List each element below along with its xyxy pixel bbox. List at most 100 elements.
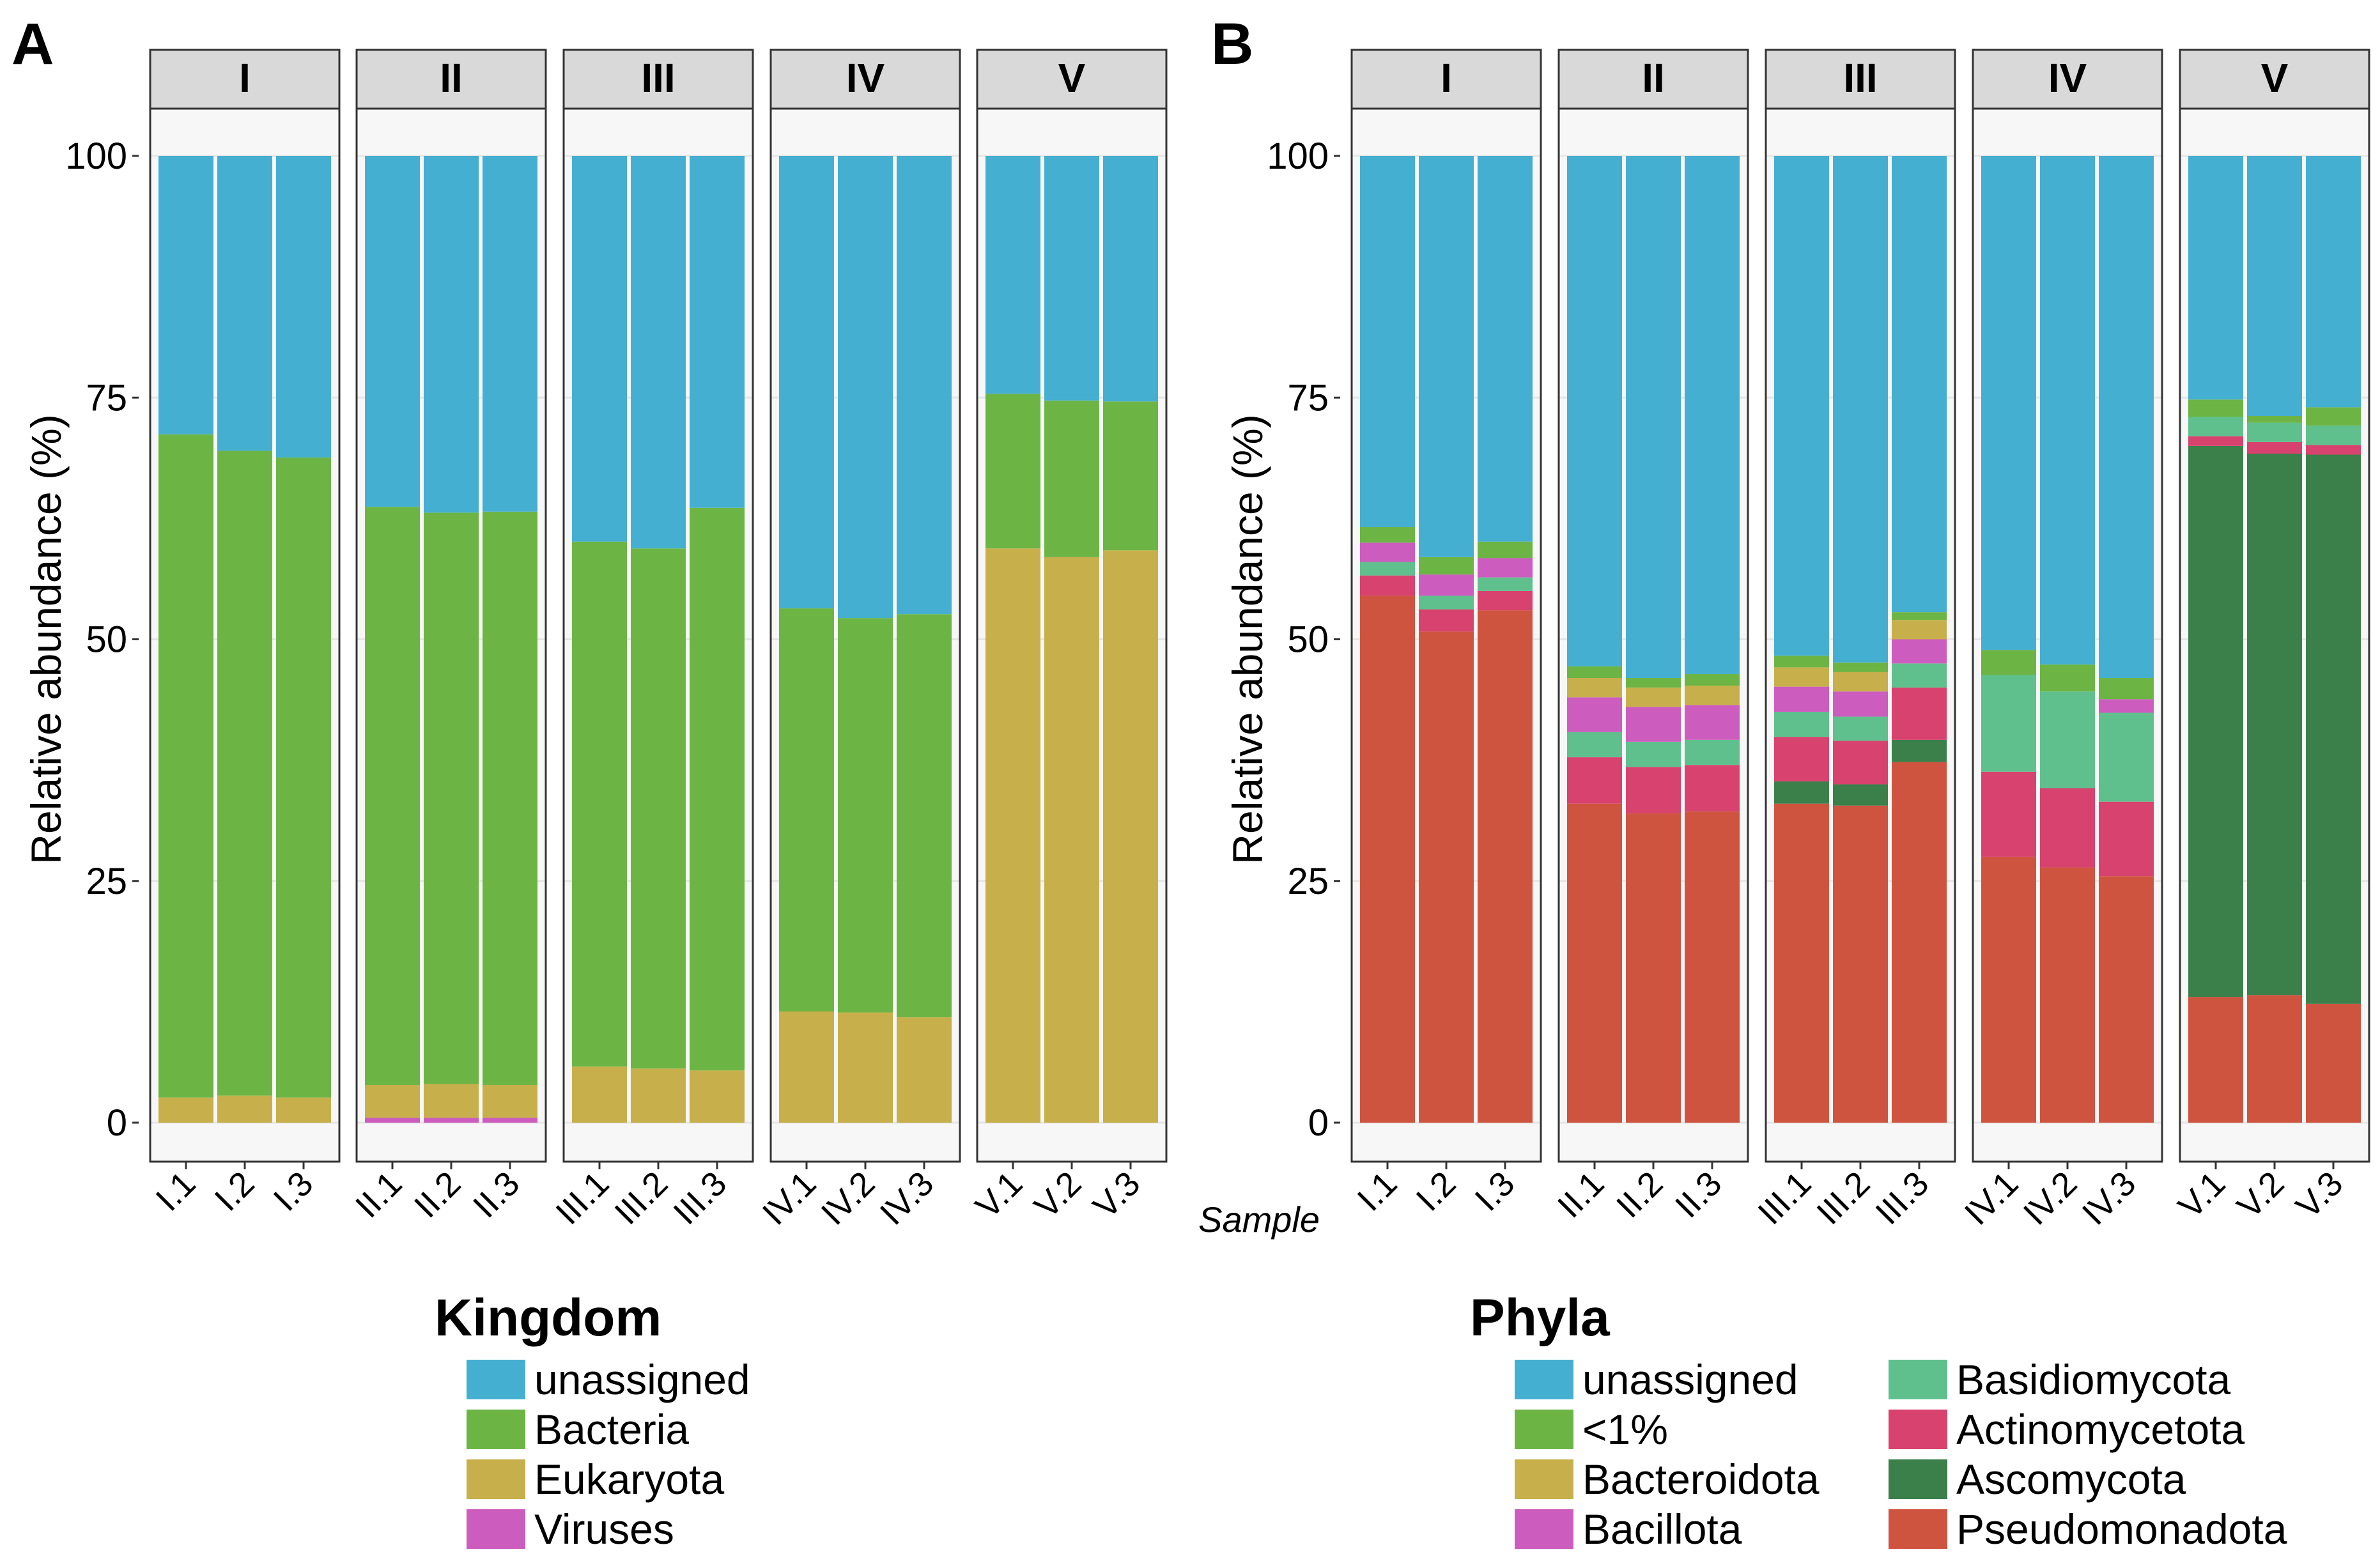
bar-segment-b-II.1-unassigned — [1567, 156, 1622, 666]
bar-segment-b-IV.1-<1% — [1981, 650, 2036, 675]
facet-frame-a-IV — [769, 107, 961, 1163]
y-tick-label-a-50: 50 — [86, 619, 127, 661]
legend-swatch-a-Eukaryota — [467, 1459, 525, 1499]
y-axis-title-b: Relative abundance (%) — [1224, 414, 1271, 864]
bar-segment-a-III.3-Eukaryota — [690, 1070, 745, 1123]
legend-swatch-b-Pseudomonadota — [1889, 1509, 1947, 1549]
bar-segment-a-V.2-Bacteria — [1044, 400, 1099, 557]
bar-segment-b-V.3-unassigned — [2306, 156, 2361, 408]
bar-segment-a-II.2-Viruses — [424, 1118, 479, 1123]
bar-segment-a-II.1-Viruses — [365, 1118, 420, 1123]
bar-segment-a-I.2-Bacteria — [217, 450, 272, 1096]
bar-segment-b-I.1-Basidiomycota — [1360, 562, 1415, 576]
bar-segment-b-II.1-Basidiomycota — [1567, 732, 1622, 758]
bar-segment-a-I.1-Bacteria — [158, 434, 213, 1098]
x-tick-label-b-V.1: V.1 — [2171, 1164, 2232, 1226]
x-tick-label-a-I.3: I.3 — [267, 1164, 321, 1219]
x-tick-label-b-I.1: I.1 — [1350, 1164, 1405, 1219]
bar-segment-a-III.2-Eukaryota — [631, 1068, 686, 1123]
facet-frame-b-II — [1557, 107, 1749, 1163]
bar-segment-a-I.2-Eukaryota — [217, 1095, 272, 1123]
legend-swatch-b-Basidiomycota — [1889, 1360, 1947, 1399]
bar-segment-b-V.2-Basidiomycota — [2247, 422, 2302, 442]
bar-segment-b-V.2-Pseudomonadota — [2247, 995, 2302, 1123]
legend-label-a-Eukaryota: Eukaryota — [534, 1456, 724, 1503]
bar-segment-b-III.2-Bacteroidota — [1833, 672, 1888, 692]
bar-segment-b-III.1-Bacteroidota — [1774, 667, 1829, 687]
facet-strip-label-b-III: III — [1843, 55, 1877, 101]
bar-segment-b-III.2-Actinomycetota — [1833, 741, 1888, 785]
bar-segment-b-I.2-Bacillota — [1419, 574, 1474, 596]
y-tick-label-b-50: 50 — [1287, 619, 1329, 661]
bar-segment-b-IV.3-unassigned — [2099, 156, 2154, 679]
bar-segment-b-II.2-Pseudomonadota — [1626, 813, 1681, 1123]
bar-segment-b-IV.1-Pseudomonadota — [1981, 856, 2036, 1123]
x-tick-label-b-II.2: II.2 — [1609, 1164, 1670, 1225]
facet-frame-a-II — [355, 107, 547, 1163]
x-tick-label-a-V.1: V.1 — [968, 1164, 1030, 1226]
bar-segment-b-II.1-Pseudomonadota — [1567, 803, 1622, 1123]
bar-segment-b-II.3-Pseudomonadota — [1685, 811, 1740, 1123]
facet-frame-b-I — [1350, 107, 1542, 1163]
bar-segment-b-I.3-Pseudomonadota — [1478, 610, 1533, 1123]
facet-strip-label-b-I: I — [1441, 55, 1452, 101]
legend-swatch-b-Bacteroidota — [1515, 1459, 1573, 1499]
bar-segment-b-I.1-<1% — [1360, 527, 1415, 543]
bar-segment-b-III.2-unassigned — [1833, 156, 1888, 663]
bar-segment-b-III.2-Basidiomycota — [1833, 716, 1888, 741]
bar-segment-b-II.3-Bacteroidota — [1685, 686, 1740, 705]
facet-strip-label-a-IV: IV — [846, 55, 885, 101]
bar-segment-b-III.1-unassigned — [1774, 156, 1829, 656]
bar-segment-b-III.3-unassigned — [1892, 156, 1947, 613]
bar-segment-a-III.1-Eukaryota — [572, 1066, 627, 1123]
y-tick-label-a-100: 100 — [65, 135, 127, 177]
legend-label-a-Viruses: Viruses — [534, 1505, 674, 1553]
x-tick-label-b-IV.2: IV.2 — [2016, 1164, 2085, 1233]
legend-label-a-unassigned: unassigned — [534, 1356, 750, 1403]
bar-segment-b-II.2-Basidiomycota — [1626, 741, 1681, 767]
bar-segment-b-IV.3-Bacillota — [2099, 699, 2154, 713]
bar-segment-b-II.3-Actinomycetota — [1685, 765, 1740, 811]
facet-b-V: V V.1V.2V.3 — [2171, 49, 2370, 1226]
facet-strip-label-b-II: II — [1642, 55, 1665, 101]
legend-label-b-Basidiomycota: Basidiomycota — [1956, 1356, 2230, 1403]
panel-b-letter: B — [1211, 12, 1253, 77]
bar-segment-b-II.2-<1% — [1626, 678, 1681, 688]
bar-segment-a-I.1-Eukaryota — [158, 1097, 213, 1123]
legend-label-b-Actinomycetota: Actinomycetota — [1956, 1406, 2245, 1453]
bar-segment-a-V.2-Eukaryota — [1044, 557, 1099, 1123]
bar-segment-b-V.3-Ascomycota — [2306, 454, 2361, 1004]
bar-segment-b-V.1-Ascomycota — [2188, 445, 2243, 997]
bar-segment-b-V.3-<1% — [2306, 407, 2361, 426]
bar-segment-b-II.3-Bacillota — [1685, 705, 1740, 740]
x-tick-label-b-III.2: III.2 — [1809, 1164, 1877, 1232]
bar-segment-a-III.1-unassigned — [572, 156, 627, 542]
panel-a-letter: A — [12, 12, 54, 77]
bar-segment-a-IV.2-Bacteria — [838, 618, 893, 1013]
x-tick-label-a-IV.3: IV.3 — [873, 1164, 941, 1233]
bar-segment-a-IV.1-Bacteria — [779, 608, 834, 1012]
bar-segment-b-V.2-Actinomycetota — [2247, 442, 2302, 454]
x-tick-label-a-I.1: I.1 — [149, 1164, 203, 1219]
y-axis-title-a: Relative abundance (%) — [22, 414, 70, 864]
y-tick-label-b-75: 75 — [1287, 377, 1329, 419]
bar-segment-b-IV.1-Basidiomycota — [1981, 675, 2036, 772]
bar-segment-b-III.2-Bacillota — [1833, 691, 1888, 717]
bar-segment-a-IV.3-Eukaryota — [897, 1017, 952, 1123]
x-tick-label-a-III.1: III.1 — [548, 1164, 616, 1232]
bar-segment-b-V.3-Pseudomonadota — [2306, 1003, 2361, 1123]
legend-swatch-b-Actinomycetota — [1889, 1410, 1947, 1449]
legend-label-b-Bacillota: Bacillota — [1582, 1505, 1742, 1553]
facet-frame-a-V — [976, 107, 1168, 1163]
bar-segment-a-II.1-unassigned — [365, 156, 420, 507]
bar-segment-b-IV.1-unassigned — [1981, 156, 2036, 650]
facet-strip-a-V — [976, 49, 1168, 110]
bar-segment-b-III.1-<1% — [1774, 656, 1829, 668]
y-tick-label-b-100: 100 — [1267, 135, 1329, 177]
x-tick-label-b-III.3: III.3 — [1868, 1164, 1936, 1232]
legend-swatch-b-Bacillota — [1515, 1509, 1573, 1549]
bar-segment-a-I.3-Eukaryota — [276, 1097, 331, 1123]
bar-segment-b-IV.3-<1% — [2099, 678, 2154, 700]
